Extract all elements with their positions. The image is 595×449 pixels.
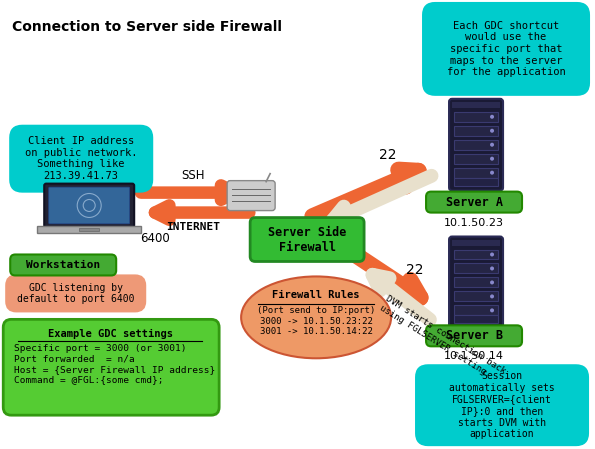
Bar [454, 178, 498, 185]
Bar [454, 112, 498, 122]
Bar [452, 239, 500, 246]
Text: 22: 22 [406, 264, 424, 277]
Text: GDC listening by
default to port 6400: GDC listening by default to port 6400 [17, 282, 134, 304]
Text: SSH: SSH [181, 169, 205, 182]
Circle shape [490, 281, 494, 284]
Bar [454, 305, 498, 315]
FancyBboxPatch shape [426, 192, 522, 212]
FancyBboxPatch shape [49, 187, 130, 224]
Text: Workstation: Workstation [26, 260, 101, 270]
Text: 22: 22 [380, 148, 397, 162]
FancyBboxPatch shape [416, 365, 588, 445]
Bar [79, 228, 99, 231]
Text: INTERNET: INTERNET [166, 221, 220, 232]
Text: Specific port = 3000 (or 3001)
Port forwarded  = n/a
Host = {Server Firewall IP : Specific port = 3000 (or 3001) Port forw… [14, 344, 215, 384]
Text: Server B: Server B [446, 329, 503, 342]
Bar [454, 167, 498, 178]
Text: 10.1.50.14: 10.1.50.14 [444, 351, 504, 361]
Bar [37, 226, 141, 233]
Text: Server Side
Firewall: Server Side Firewall [268, 225, 346, 254]
Bar [452, 102, 500, 108]
Circle shape [490, 295, 494, 299]
FancyBboxPatch shape [10, 126, 152, 192]
Bar [454, 154, 498, 164]
Bar [454, 291, 498, 301]
Bar [454, 250, 498, 260]
FancyBboxPatch shape [449, 99, 503, 191]
Bar [454, 126, 498, 136]
Ellipse shape [241, 277, 391, 358]
Circle shape [490, 115, 494, 119]
FancyBboxPatch shape [10, 255, 116, 275]
Bar [454, 264, 498, 273]
Text: Session
automatically sets
FGLSERVER={client
IP}:0 and then
starts DVM with
appl: Session automatically sets FGLSERVER={cl… [449, 371, 555, 439]
Circle shape [490, 308, 494, 313]
Bar [454, 140, 498, 150]
Circle shape [490, 252, 494, 256]
Text: Firewall Rules: Firewall Rules [273, 291, 360, 300]
Text: (Port send to IP:port)
3000 -> 10.1.50.23:22
3001 -> 10.1.50.14:22: (Port send to IP:port) 3000 -> 10.1.50.2… [257, 306, 375, 336]
Text: 6400: 6400 [140, 232, 170, 245]
FancyBboxPatch shape [250, 218, 364, 261]
FancyBboxPatch shape [426, 326, 522, 346]
Bar [454, 277, 498, 287]
Text: Example GDC settings: Example GDC settings [48, 330, 173, 339]
Text: Server A: Server A [446, 196, 503, 209]
Circle shape [490, 266, 494, 270]
FancyBboxPatch shape [6, 275, 145, 312]
Circle shape [490, 171, 494, 175]
FancyBboxPatch shape [227, 180, 275, 211]
Circle shape [490, 129, 494, 133]
Text: DVM starts connection back
using FGLSERVER setting: DVM starts connection back using FGLSERV… [378, 295, 507, 385]
Circle shape [490, 143, 494, 147]
Bar [454, 315, 498, 323]
FancyBboxPatch shape [3, 319, 219, 415]
FancyBboxPatch shape [423, 3, 589, 95]
FancyBboxPatch shape [449, 237, 503, 328]
Text: Client IP address
on public network.
Something like
213.39.41.73: Client IP address on public network. Som… [25, 136, 137, 181]
Text: Each GDC shortcut
would use the
specific port that
maps to the server
for the ap: Each GDC shortcut would use the specific… [447, 21, 565, 77]
Circle shape [490, 157, 494, 161]
FancyBboxPatch shape [44, 184, 134, 227]
Text: 10.1.50.23: 10.1.50.23 [444, 218, 504, 228]
Text: Connection to Server side Firewall: Connection to Server side Firewall [12, 20, 282, 34]
